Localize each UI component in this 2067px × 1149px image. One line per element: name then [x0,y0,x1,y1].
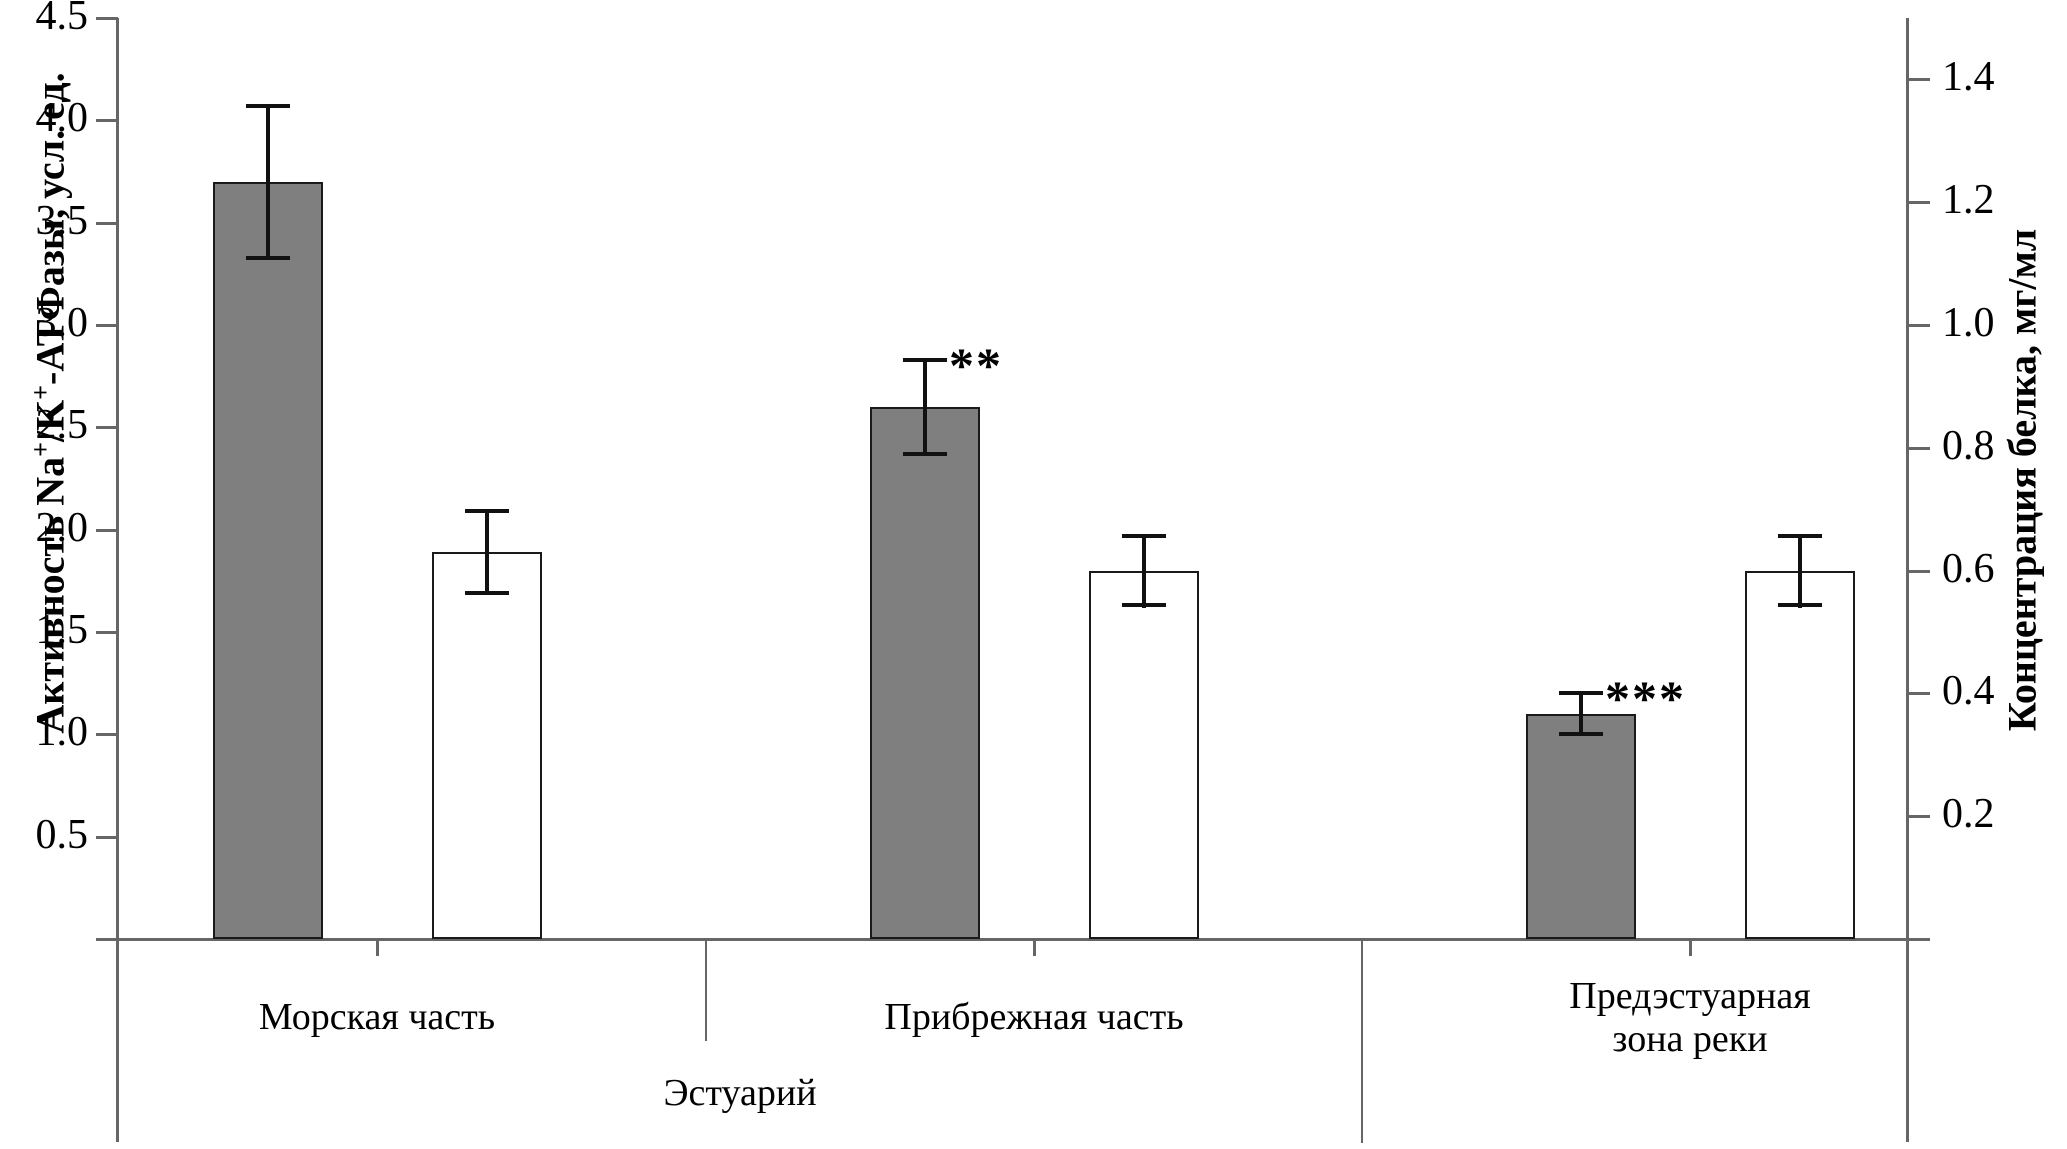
right-axis-tick [1908,201,1930,204]
left-axis-tick-label: 2.0 [35,505,89,551]
error-bar-cap-top [1559,691,1603,695]
left-axis-line [116,18,119,1142]
error-bar-cap-bottom [1778,603,1822,607]
error-bar-cap-top [1778,534,1822,538]
error-bar-line [1142,534,1146,608]
left-axis-tick [96,222,118,225]
x-axis-line [118,938,1922,941]
left-axis-tick [96,119,118,122]
right-axis-tick-label: 0.4 [1942,668,1995,714]
right-axis-tick-label: 0.2 [1942,791,1995,837]
error-bar-cap-top [246,104,290,108]
left-axis-tick-label: 4.0 [35,95,89,141]
left-axis-tick [96,17,118,20]
left-axis-tick [96,426,118,429]
right-axis-tick [1908,938,1930,941]
error-bar-cap-top [465,509,509,513]
error-bar-line [485,509,489,595]
error-bar-cap-bottom [1559,732,1603,736]
error-bar-cap-bottom [903,452,947,456]
left-axis-tick-label: 3.5 [35,198,89,244]
error-bar-cap-top [903,358,947,362]
category-label: зона реки [1612,1018,1768,1060]
right-axis-tick-label: 0.6 [1942,546,1995,592]
left-axis-tick [96,529,118,532]
right-axis-tick-label: 1.0 [1942,300,1995,346]
right-axis-tick [1908,447,1930,450]
right-axis-tick-label: 1.4 [1942,54,1995,100]
left-axis-tick [96,631,118,634]
category-label: Прибрежная часть [884,996,1184,1038]
right-axis-tick-label: 1.2 [1942,177,1995,223]
left-axis-tick-label: 4.5 [35,0,89,39]
left-axis-tick-label: 2.5 [35,402,89,448]
protein-bar [1745,571,1855,939]
right-axis-tick [1908,78,1930,81]
activity-bar [870,407,980,939]
error-bar-cap-bottom [246,256,290,260]
error-bar-line [923,358,927,456]
activity-bar [1526,714,1636,939]
error-bar-line [1798,534,1802,608]
x-axis-tick [376,940,379,956]
right-axis-line [1906,18,1909,1142]
protein-bar [432,552,542,939]
left-axis-tick-label: 0.5 [35,812,89,858]
error-bar-cap-top [1122,534,1166,538]
right-axis-tick [1908,815,1930,818]
left-axis-tick-label: 1.5 [35,607,89,653]
significance-marker: ** [949,337,1003,393]
left-axis-tick [96,733,118,736]
left-axis-tick [96,938,118,941]
error-bar-cap-bottom [465,591,509,595]
right-axis-tick [1908,570,1930,573]
category-separator [705,940,707,1041]
category-label: Морская часть [258,996,496,1038]
left-axis-tick [96,324,118,327]
right-axis-tick [1908,692,1930,695]
left-axis-tick-label: 1.0 [35,709,89,755]
left-axis-tick [96,836,118,839]
significance-marker: *** [1605,670,1686,726]
group-label: Эстуарий [663,1072,817,1114]
group-separator [1361,940,1363,1143]
x-axis-tick [1033,940,1036,956]
category-label: Предэстуарная [1569,975,1811,1017]
right-axis-tick-label: 0.8 [1942,423,1995,469]
error-bar-line [266,104,270,260]
right-axis-tick [1908,324,1930,327]
activity-bar [213,182,323,939]
left-axis-tick-label: 3.0 [35,300,89,346]
x-axis-tick [1689,940,1692,956]
error-bar-cap-bottom [1122,603,1166,607]
error-bar-line [1579,691,1583,736]
protein-bar [1089,571,1199,939]
